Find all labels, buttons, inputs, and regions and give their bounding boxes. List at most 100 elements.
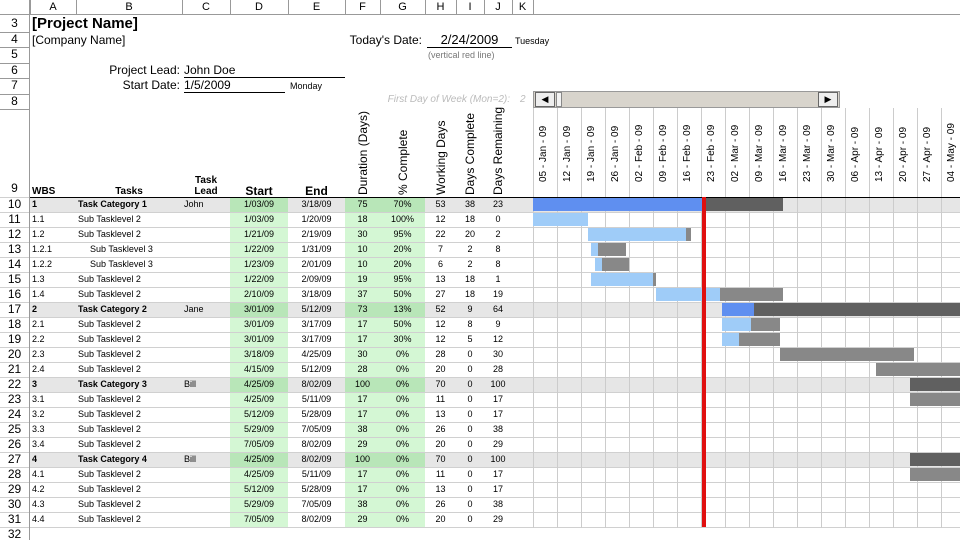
col-line	[425, 0, 426, 14]
bar-remaining	[910, 378, 960, 391]
scroll-left[interactable]: ◀	[535, 92, 555, 107]
row-line	[0, 227, 960, 228]
column-header: Days Remaining	[491, 106, 505, 195]
row-number: 6	[11, 62, 18, 77]
cell: 3/17/09	[301, 319, 332, 329]
cell: 20	[435, 514, 446, 524]
row-number: 25	[7, 422, 22, 436]
cell: 28	[435, 349, 446, 359]
cell: 19	[492, 289, 503, 299]
bar-complete	[533, 213, 588, 226]
cell: 2	[32, 304, 38, 314]
highlight-cell	[345, 482, 380, 497]
cell: 2/01/09	[301, 259, 332, 269]
cell: 3/18/09	[301, 199, 332, 209]
cell: 5/29/09	[243, 499, 275, 509]
cell: Sub Tasklevel 2	[78, 334, 141, 344]
today-line	[702, 197, 707, 527]
cell: 2/09/09	[301, 274, 332, 284]
cell: 19	[357, 274, 368, 284]
week-line	[677, 108, 678, 528]
cell: 53	[435, 199, 446, 209]
cell: 30	[492, 349, 503, 359]
highlight-cell	[380, 377, 425, 392]
cell: 29	[357, 439, 368, 449]
cell: 5	[467, 334, 473, 344]
row-number: 14	[7, 257, 22, 271]
bar-complete	[533, 198, 707, 211]
cell: 17	[492, 484, 503, 494]
cell: 0	[467, 484, 473, 494]
highlight-cell	[345, 212, 380, 227]
cell: 0%	[395, 469, 409, 479]
row-line	[0, 78, 30, 79]
cell: 38	[357, 424, 368, 434]
highlight-cell	[380, 332, 425, 347]
row-line	[0, 14, 960, 15]
highlight-cell	[230, 377, 288, 392]
row-line	[0, 362, 960, 363]
col-line	[512, 0, 513, 14]
cell: 17	[492, 469, 503, 479]
bar-remaining	[910, 453, 960, 466]
highlight-cell	[345, 332, 380, 347]
column-letter: I	[468, 1, 472, 13]
label: First Day of Week (Mon=2):	[387, 94, 510, 105]
highlight-cell	[345, 377, 380, 392]
highlight-cell	[380, 422, 425, 437]
highlight-cell	[345, 512, 380, 527]
cell: 2.3	[32, 349, 45, 359]
column-letter: C	[202, 1, 210, 13]
row-number: 18	[7, 317, 22, 331]
highlight-cell	[230, 452, 288, 467]
highlight-cell	[230, 212, 288, 227]
cell: 70	[435, 379, 446, 389]
highlight-cell	[380, 257, 425, 272]
column-letter: G	[398, 1, 407, 13]
column-header: Tasks	[115, 186, 143, 197]
cell: 17	[492, 409, 503, 419]
bar-complete	[587, 228, 686, 241]
cell: 10	[357, 244, 368, 254]
row-number: 12	[7, 227, 22, 241]
first-day: 2	[520, 94, 526, 105]
cell: 27	[435, 289, 446, 299]
cell: 4/25/09	[243, 469, 275, 479]
column-letter: J	[495, 1, 501, 13]
cell: 0	[467, 514, 473, 524]
row-number: 27	[7, 452, 22, 466]
cell: Sub Tasklevel 2	[78, 439, 141, 449]
cell: Sub Tasklevel 3	[90, 259, 153, 269]
company-name: [Company Name]	[32, 33, 126, 47]
scroll-right[interactable]: ▶	[818, 92, 838, 107]
scroll-thumb[interactable]	[556, 92, 562, 107]
row-number: 20	[7, 347, 22, 361]
cell: 4	[32, 454, 38, 464]
row-line	[0, 467, 960, 468]
row-line	[0, 93, 30, 95]
cell: 7/05/09	[243, 439, 275, 449]
cell: 0	[467, 439, 473, 449]
week-line	[701, 108, 702, 528]
scrollbar[interactable]	[533, 91, 840, 108]
col-line	[456, 0, 457, 14]
cell: Sub Tasklevel 2	[78, 394, 141, 404]
cell: 1.2.2	[32, 259, 53, 269]
cell: 0%	[395, 364, 409, 374]
header-line	[30, 197, 960, 198]
cell: Task Category 3	[78, 379, 147, 389]
bar-remaining	[685, 228, 691, 241]
row-line	[0, 287, 960, 288]
cell: 0	[467, 379, 473, 389]
highlight-cell	[380, 362, 425, 377]
cell: Sub Tasklevel 2	[78, 484, 141, 494]
cell: 30	[357, 349, 368, 359]
highlight-cell	[380, 407, 425, 422]
cell: 1/20/09	[301, 214, 332, 224]
cell: 1.2	[32, 229, 45, 239]
cell: 3/18/09	[243, 349, 275, 359]
label: Start Date:	[122, 78, 180, 92]
cell: 8/02/09	[301, 379, 332, 389]
row-line	[0, 62, 30, 64]
